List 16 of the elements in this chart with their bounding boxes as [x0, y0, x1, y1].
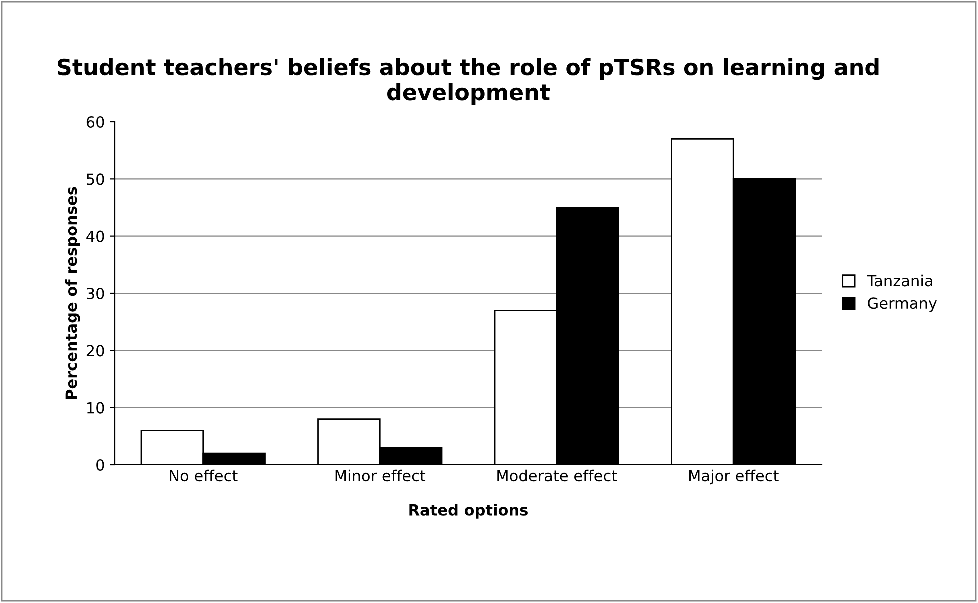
y-tick-label: 50 [87, 174, 104, 186]
y-tick-label: 60 [86, 116, 104, 128]
y-tick-label: 30 [87, 288, 104, 300]
y-tick-label: 40 [86, 230, 104, 242]
x-tick-label: Moderate effect [498, 470, 618, 482]
chart-title: Student teachers' beliefs about the role of pTSRs on learning and development [58, 58, 879, 105]
x-tick-label: No effect [170, 470, 238, 482]
y-tick-label: 20 [86, 345, 104, 357]
y-tick-label: 0 [96, 459, 104, 472]
y-tick-label: 10 [88, 402, 104, 414]
x-tick-label: Major effect [690, 470, 779, 485]
x-tick-label: Minor effect [336, 470, 426, 482]
legend-label: Tanzania [867, 274, 932, 287]
legend-label: Germany [868, 298, 938, 312]
x-axis-title: Rated options [410, 504, 528, 519]
y-axis-title: Percentage of responses [65, 187, 80, 400]
